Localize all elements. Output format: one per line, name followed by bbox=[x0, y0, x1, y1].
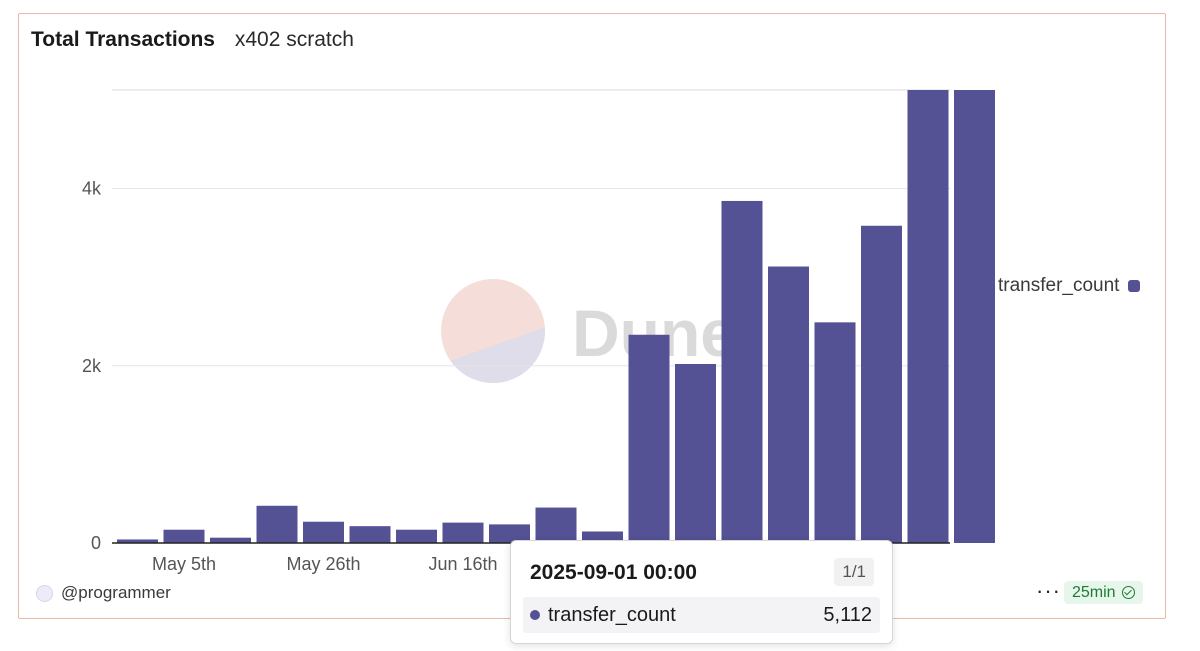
bar-2025-05-26[interactable] bbox=[303, 521, 344, 543]
tooltip-date: 2025-09-01 00:00 bbox=[530, 561, 697, 584]
author-name: @programmer bbox=[61, 583, 171, 602]
y-tick-label: 4k bbox=[82, 179, 102, 199]
dune-logo-icon bbox=[441, 279, 545, 383]
legend[interactable]: transfer_count bbox=[998, 275, 1141, 297]
tooltip-series-row: transfer_count 5,112 bbox=[523, 597, 880, 633]
author[interactable]: @programmer bbox=[36, 583, 171, 603]
bar-2025-08-18[interactable] bbox=[861, 225, 902, 543]
bar-2025-06-30[interactable] bbox=[535, 507, 577, 543]
chart-title[interactable]: Total Transactions bbox=[31, 28, 215, 51]
bar-2025-08-04[interactable] bbox=[768, 266, 809, 543]
chart-subtitle: x402 scratch bbox=[234, 28, 354, 51]
tooltip-page: 1/1 bbox=[834, 558, 874, 586]
x-axis-ticks: May 5th May 26th Jun 16th bbox=[152, 554, 498, 574]
bar-2025-04-28[interactable] bbox=[117, 539, 158, 543]
bars bbox=[117, 90, 995, 543]
title-row: Total Transactions x402 scratch bbox=[31, 28, 354, 52]
y-tick-label: 2k bbox=[82, 356, 102, 376]
x-tick-label: May 5th bbox=[152, 554, 216, 574]
bar-2025-06-02[interactable] bbox=[349, 526, 391, 543]
avatar bbox=[36, 584, 53, 602]
freshness-badge[interactable]: 25min bbox=[1064, 581, 1143, 604]
ellipsis-icon[interactable]: ··· bbox=[1036, 578, 1061, 603]
y-axis-ticks: 0 2k 4k bbox=[82, 179, 102, 553]
bar-2025-06-16[interactable] bbox=[442, 522, 484, 543]
series-dot-icon bbox=[530, 610, 540, 620]
bar-2025-05-19[interactable] bbox=[256, 505, 298, 543]
legend-label: transfer_count bbox=[998, 275, 1120, 296]
tooltip-series-label: transfer_count bbox=[548, 603, 676, 626]
bar-2025-07-14[interactable] bbox=[628, 334, 670, 543]
check-circle-icon bbox=[1121, 586, 1135, 599]
freshness-text: 25min bbox=[1072, 583, 1116, 601]
x-tick-label: Jun 16th bbox=[428, 554, 497, 574]
bar-2025-05-12[interactable] bbox=[210, 537, 251, 543]
bar-2025-06-23[interactable] bbox=[489, 524, 530, 543]
y-tick-label: 0 bbox=[91, 533, 101, 553]
tooltip: 2025-09-01 00:00 1/1 transfer_count 5,11… bbox=[510, 540, 893, 644]
bar-2025-08-11[interactable] bbox=[814, 322, 856, 543]
bar-2025-07-28[interactable] bbox=[721, 200, 763, 543]
bar-2025-07-07[interactable] bbox=[582, 531, 623, 543]
bar-2025-09-01[interactable] bbox=[954, 90, 995, 543]
bar-2025-08-25[interactable] bbox=[907, 90, 949, 543]
x-tick-label: May 26th bbox=[286, 554, 360, 574]
tooltip-value: 5,112 bbox=[823, 603, 872, 626]
bar-2025-05-05[interactable] bbox=[163, 529, 205, 543]
gridlines bbox=[112, 89, 950, 367]
bar-2025-07-21[interactable] bbox=[675, 363, 716, 543]
bar-2025-06-09[interactable] bbox=[396, 529, 437, 543]
legend-swatch bbox=[1128, 280, 1141, 292]
